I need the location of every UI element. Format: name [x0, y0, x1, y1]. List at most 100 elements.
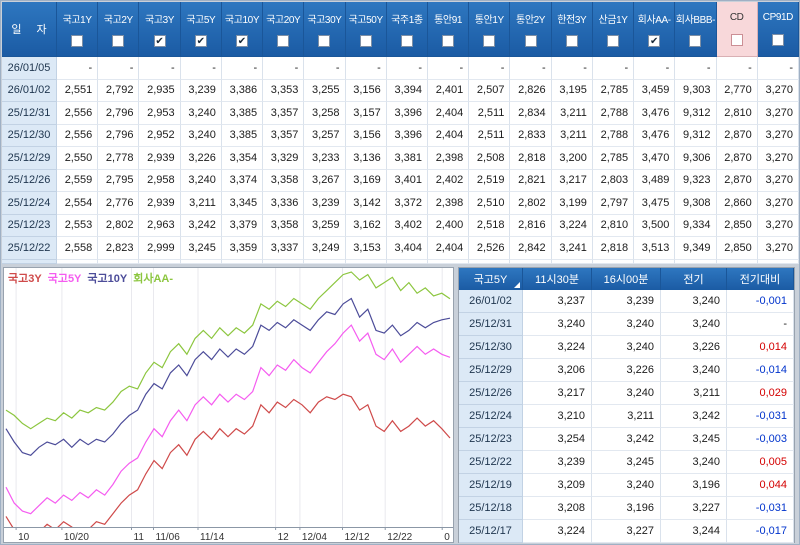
detail-row-date: 26/01/02: [459, 290, 523, 313]
yield-value: -: [180, 57, 222, 80]
column-checkbox[interactable]: [689, 35, 702, 47]
column-checkbox[interactable]: [565, 35, 578, 47]
column-header-통안91[interactable]: 통안91: [427, 2, 470, 57]
yield-value: 2,776: [98, 192, 140, 215]
column-checkbox[interactable]: [442, 35, 455, 47]
column-checkbox[interactable]: [318, 35, 331, 47]
detail-header-1[interactable]: 11시30분: [523, 268, 592, 290]
column-checkbox[interactable]: [400, 35, 413, 47]
column-header-CP91D[interactable]: CP91D: [757, 2, 799, 57]
column-header-label: 국고30Y: [307, 15, 342, 26]
detail-1600-value: 3,240: [592, 474, 661, 497]
yield-value: -: [345, 57, 387, 80]
yield-value-partial: [304, 259, 346, 264]
yield-value: -: [469, 57, 511, 80]
yield-value: 3,142: [345, 192, 387, 215]
yield-value: 2,816: [510, 214, 552, 237]
yield-value: 2,810: [592, 214, 635, 237]
column-checkbox[interactable]: [730, 33, 743, 46]
column-checkbox[interactable]: ✔: [153, 35, 166, 47]
detail-1130-value: 3,240: [523, 313, 592, 336]
detail-row-date: 25/12/23: [459, 428, 523, 451]
yield-value: 3,270: [757, 169, 799, 192]
column-checkbox[interactable]: [277, 35, 290, 47]
column-header-CD[interactable]: CD: [716, 2, 758, 57]
column-checkbox[interactable]: [483, 35, 496, 47]
column-header-한전3Y[interactable]: 한전3Y: [551, 2, 593, 57]
x-tick-label: 12: [278, 532, 290, 542]
yield-value: 2,796: [98, 124, 140, 147]
column-checkbox[interactable]: [359, 35, 372, 47]
legend-item-회사AA-: 회사AA-: [133, 273, 174, 285]
column-checkbox[interactable]: [771, 33, 784, 46]
yield-value: 2,404: [427, 124, 470, 147]
yield-value: -: [304, 57, 346, 80]
yield-value-partial: [427, 259, 470, 264]
yield-value: 3,162: [345, 214, 387, 237]
detail-header-3[interactable]: 전기: [661, 268, 727, 290]
column-header-통안1Y[interactable]: 통안1Y: [469, 2, 511, 57]
column-checkbox[interactable]: [112, 35, 125, 47]
detail-header-2[interactable]: 16시00분: [592, 268, 661, 290]
yield-value: 3,200: [551, 147, 593, 170]
column-checkbox[interactable]: [71, 35, 84, 47]
column-header-국고2Y[interactable]: 국고2Y: [98, 2, 140, 57]
column-header-국고50Y[interactable]: 국고50Y: [345, 2, 387, 57]
date-column-header[interactable]: 일 자: [2, 2, 57, 57]
column-checkbox[interactable]: ✔: [194, 35, 207, 47]
yield-value: -: [98, 57, 140, 80]
column-header-통안2Y[interactable]: 통안2Y: [510, 2, 552, 57]
yield-value: 3,270: [757, 237, 799, 260]
yield-value: 2,999: [139, 237, 181, 260]
column-checkbox[interactable]: ✔: [235, 35, 248, 47]
x-tick-label: 10/20: [64, 532, 89, 542]
yield-value: 3,374: [221, 169, 264, 192]
column-header-국고10Y[interactable]: 국고10Y ✔: [221, 2, 264, 57]
yield-value: 3,153: [345, 237, 387, 260]
yield-value: 3,239: [304, 192, 346, 215]
column-header-국고5Y[interactable]: 국고5Y ✔: [180, 2, 222, 57]
row-date: 25/12/30: [2, 124, 57, 147]
column-header-국고20Y[interactable]: 국고20Y: [263, 2, 305, 57]
yield-chart-panel: 국고3Y 국고5Y 국고10Y 회사AA- 10 10/20 11 11/06 11/14 12…: [3, 267, 454, 543]
column-header-label: 산금1Y: [598, 15, 628, 26]
sort-indicator-icon: [514, 282, 520, 288]
column-header-국주1종[interactable]: 국주1종: [386, 2, 428, 57]
yield-value-partial: [180, 259, 222, 264]
column-checkbox[interactable]: [606, 35, 619, 47]
yield-value: 3,259: [304, 214, 346, 237]
detail-prev-value: 3,240: [661, 359, 727, 382]
yield-value: 2,939: [139, 147, 181, 170]
column-header-국고30Y[interactable]: 국고30Y: [304, 2, 346, 57]
detail-prev-value: 3,244: [661, 520, 727, 543]
yield-value: -: [57, 57, 99, 80]
yield-value: 2,398: [427, 147, 470, 170]
detail-header-series[interactable]: 국고5Y: [459, 268, 523, 290]
column-header-label: 국고1Y: [62, 15, 92, 26]
yield-value: 3,459: [634, 79, 676, 102]
column-header-회사AA-[interactable]: 회사AA- ✔: [634, 2, 676, 57]
column-header-회사BBB-[interactable]: 회사BBB-: [675, 2, 717, 57]
column-checkbox[interactable]: [524, 35, 537, 47]
yield-value: 3,476: [634, 102, 676, 125]
yield-value: 9,334: [675, 214, 717, 237]
line-회사AA-: [5, 271, 451, 430]
yield-value-partial: [221, 259, 264, 264]
column-checkbox[interactable]: ✔: [648, 35, 661, 47]
yield-value: -: [427, 57, 470, 80]
detail-1600-value: 3,196: [592, 497, 661, 520]
yield-value: 3,195: [551, 79, 593, 102]
yield-value: 3,476: [634, 124, 676, 147]
column-header-산금1Y[interactable]: 산금1Y: [592, 2, 635, 57]
yield-value: 2,935: [139, 79, 181, 102]
yield-value-partial: [675, 259, 717, 264]
column-header-국고1Y[interactable]: 국고1Y: [57, 2, 99, 57]
yield-value: 3,267: [304, 169, 346, 192]
yield-value-partial: [263, 259, 305, 264]
yield-value-partial: [139, 259, 181, 264]
yield-value: 2,834: [510, 102, 552, 125]
yield-value: 2,404: [427, 237, 470, 260]
detail-header-4[interactable]: 전기대비: [727, 268, 794, 290]
yield-value: 3,245: [180, 237, 222, 260]
column-header-국고3Y[interactable]: 국고3Y ✔: [139, 2, 181, 57]
